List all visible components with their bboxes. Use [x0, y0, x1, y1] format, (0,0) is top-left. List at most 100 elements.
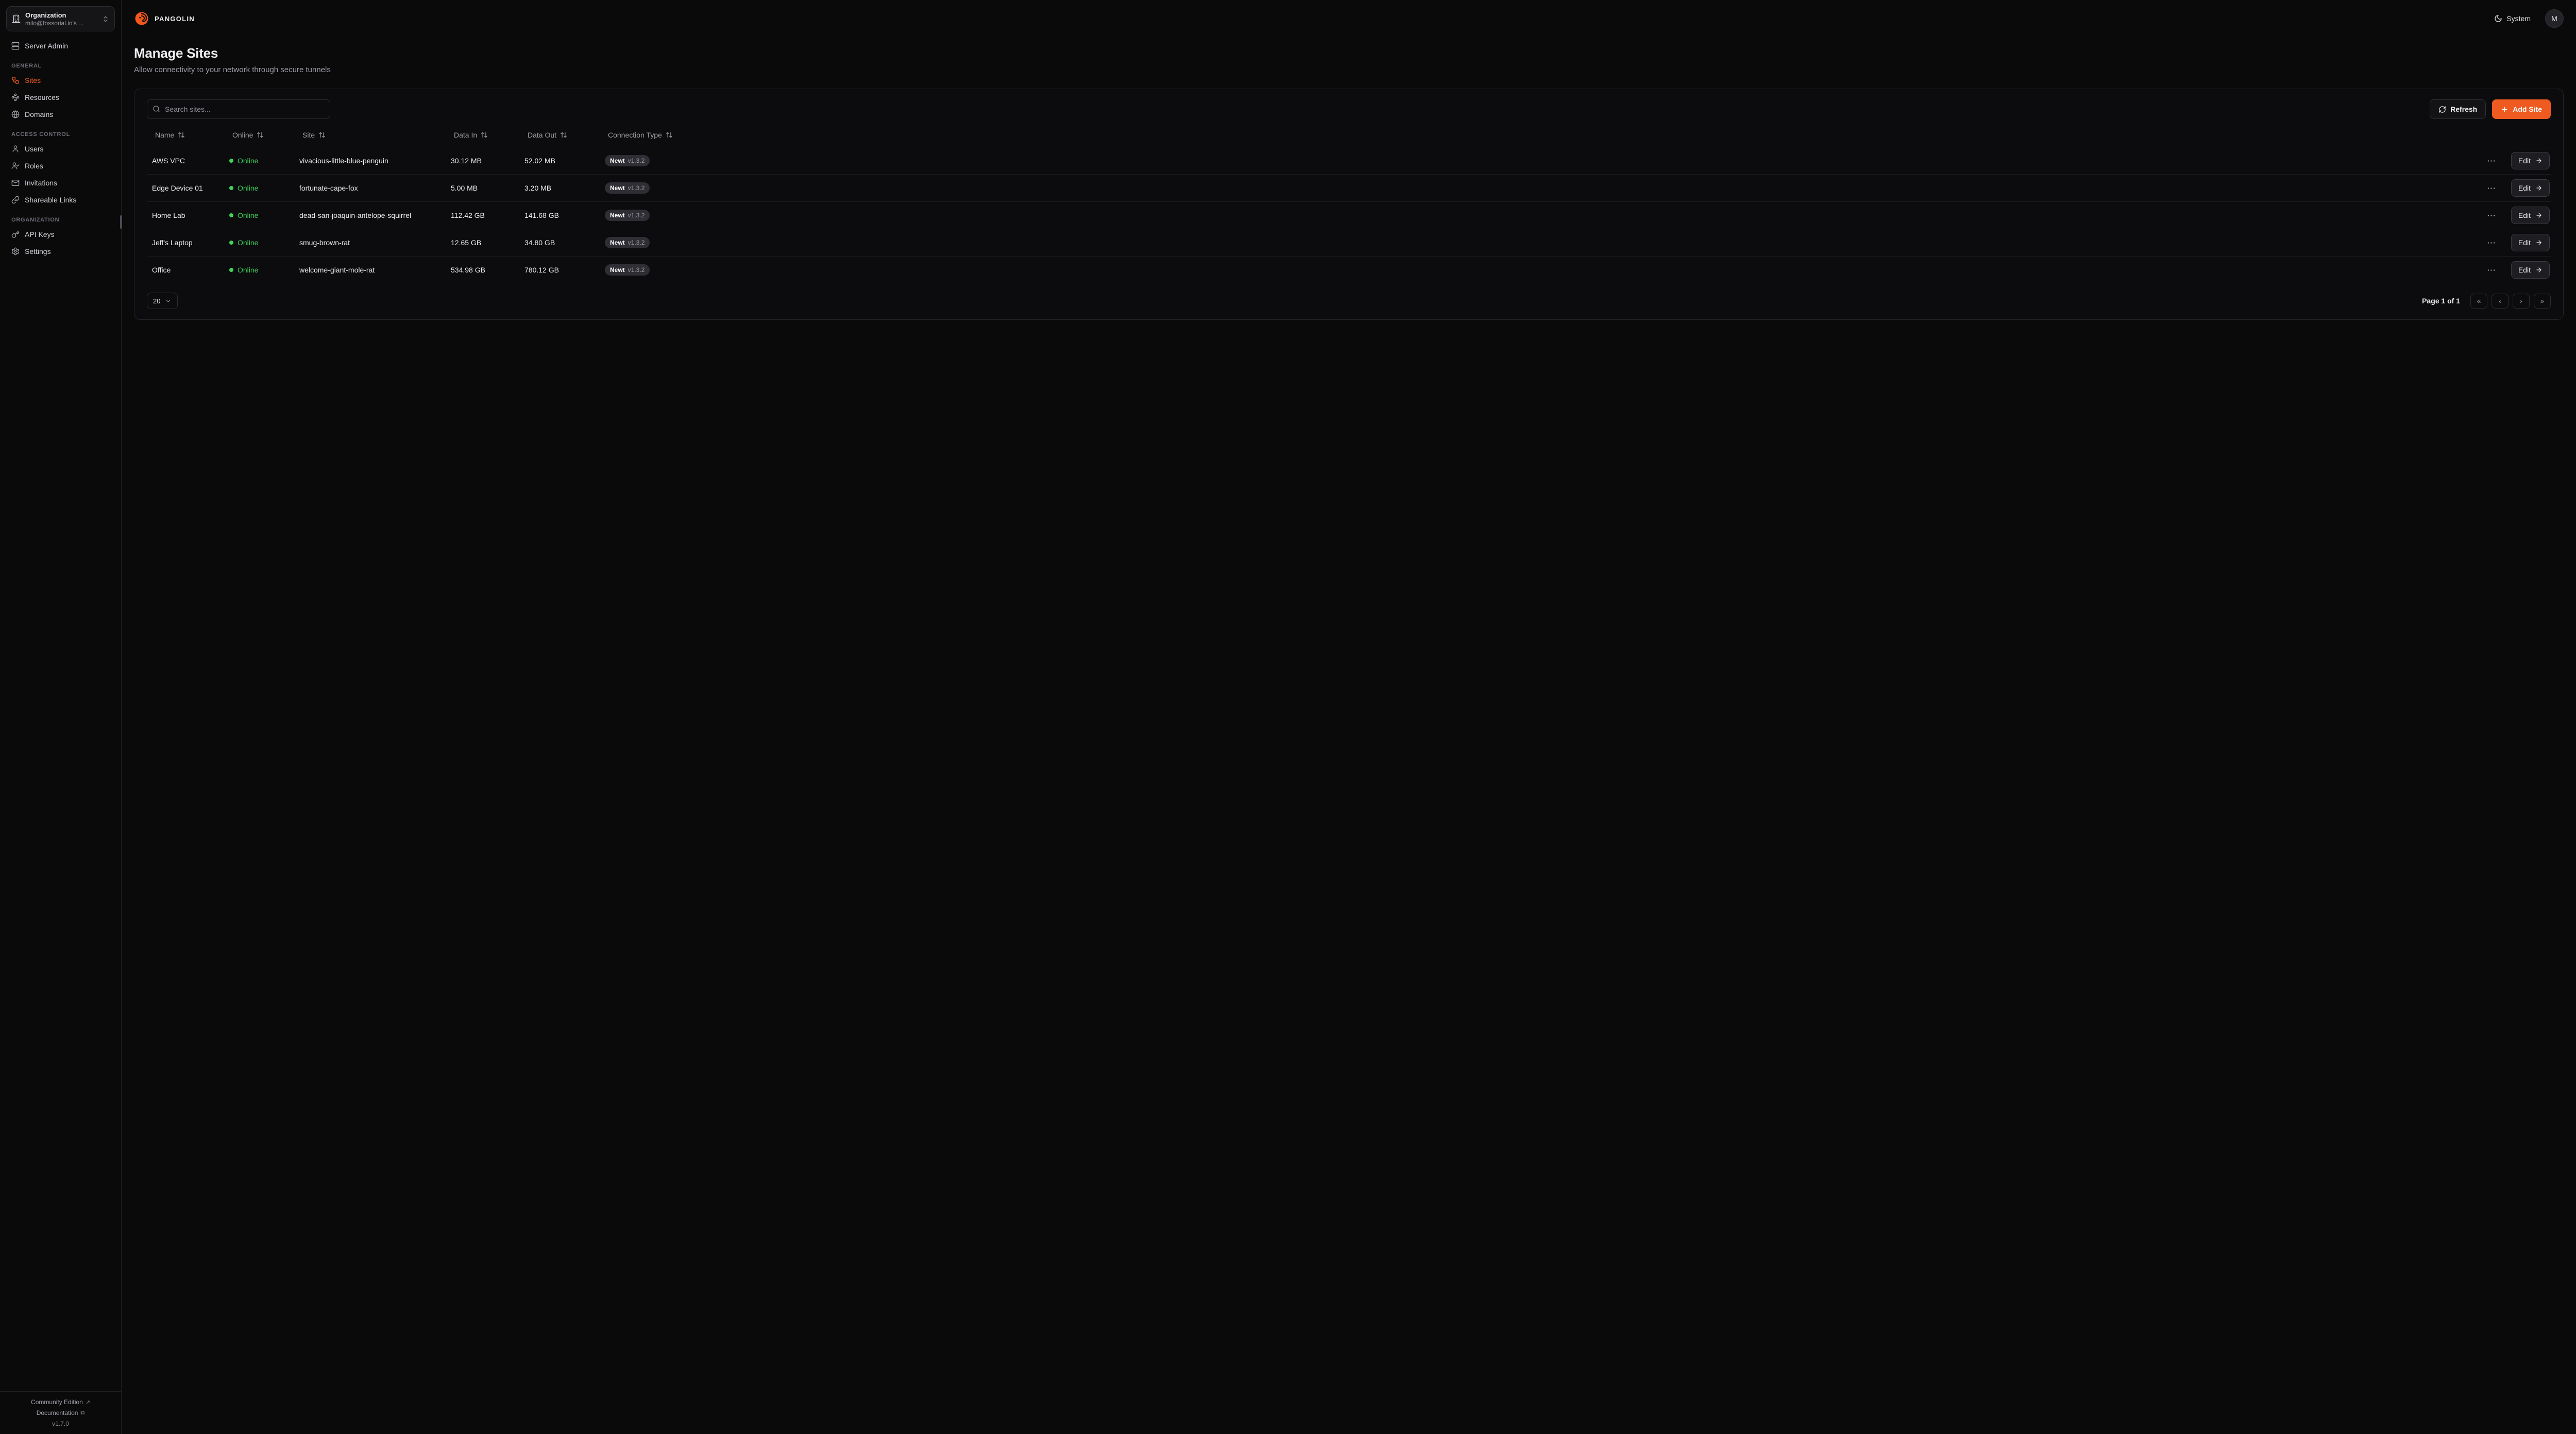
- cell-site: welcome-giant-mole-rat: [299, 266, 375, 274]
- column-header-data-in[interactable]: Data In: [446, 131, 519, 139]
- cell-actions: ⋯: [2479, 264, 2501, 277]
- cell-connection-type: Newt v1.3.2: [600, 237, 2479, 248]
- row-actions-button[interactable]: ⋯: [2484, 209, 2499, 222]
- sidebar-item-invitations[interactable]: Invitations: [6, 175, 115, 191]
- documentation-link[interactable]: Documentation ⧉: [37, 1409, 85, 1416]
- first-page-button[interactable]: «: [2470, 293, 2487, 309]
- connection-name: Newt: [610, 239, 625, 246]
- table-row: Jeff's Laptop Online smug-brown-rat 12.6…: [147, 229, 2551, 256]
- connection-name: Newt: [610, 157, 625, 164]
- search-input[interactable]: [147, 99, 330, 119]
- org-title: Organization: [25, 11, 66, 19]
- sidebar-item-shareable-links[interactable]: Shareable Links: [6, 192, 115, 208]
- cell-online: Online: [224, 266, 294, 274]
- sidebar-item-settings[interactable]: Settings: [6, 243, 115, 260]
- org-subtitle: milo@fossorial.io's ...: [25, 20, 84, 27]
- cell-online: Online: [224, 211, 294, 219]
- plus-icon: [2502, 107, 2507, 112]
- arrow-right-icon: [2536, 185, 2541, 191]
- sidebar-item-domains[interactable]: Domains: [6, 106, 115, 123]
- connection-version: v1.3.2: [628, 212, 645, 219]
- table-body: AWS VPC Online vivacious-little-blue-pen…: [147, 147, 2551, 283]
- column-header-name[interactable]: Name: [147, 131, 224, 139]
- cell-site: vivacious-little-blue-penguin: [299, 157, 388, 165]
- gear-icon: [12, 247, 19, 255]
- sidebar-item-api-keys[interactable]: API Keys: [6, 226, 115, 243]
- column-header-connection-type[interactable]: Connection Type: [600, 131, 2479, 139]
- sidebar-footer: Community Edition ↗ Documentation ⧉ v1.7…: [0, 1391, 121, 1434]
- community-edition-label: Community Edition: [31, 1398, 83, 1406]
- column-label: Connection Type: [608, 131, 662, 139]
- add-site-button[interactable]: Add Site: [2492, 99, 2551, 119]
- sidebar-item-label: Roles: [25, 162, 43, 170]
- table-row: Home Lab Online dead-san-joaquin-antelop…: [147, 201, 2551, 229]
- table-row: AWS VPC Online vivacious-little-blue-pen…: [147, 147, 2551, 174]
- sidebar-item-label: Invitations: [25, 179, 58, 187]
- online-label: Online: [238, 238, 259, 247]
- row-actions-button[interactable]: ⋯: [2484, 155, 2499, 167]
- row-actions-button[interactable]: ⋯: [2484, 236, 2499, 249]
- sites-icon: [12, 77, 19, 84]
- avatar[interactable]: M: [2545, 9, 2564, 28]
- globe-icon: [11, 110, 20, 118]
- sidebar-item-sites[interactable]: Sites: [6, 72, 115, 89]
- connection-type-badge: Newt v1.3.2: [605, 210, 650, 221]
- sort-icon: [257, 132, 264, 138]
- table-footer: 20 Page 1 of 1 « ‹ › »: [147, 293, 2551, 309]
- brand[interactable]: PANGOLIN: [134, 11, 195, 26]
- external-link-icon: ↗: [85, 1399, 90, 1406]
- refresh-button[interactable]: Refresh: [2430, 99, 2486, 119]
- link-icon: [11, 196, 20, 204]
- sidebar-item-label: Shareable Links: [25, 196, 77, 204]
- connection-version: v1.3.2: [628, 266, 645, 274]
- column-header-data-out[interactable]: Data Out: [519, 131, 600, 139]
- row-actions-button[interactable]: ⋯: [2484, 264, 2499, 277]
- cell-actions: ⋯: [2479, 236, 2501, 249]
- cell-data-in: 534.98 GB: [451, 266, 485, 274]
- add-site-label: Add Site: [2513, 105, 2542, 113]
- docs-icon: ⧉: [80, 1409, 85, 1416]
- cell-name: Edge Device 01: [152, 184, 203, 192]
- cell-actions: ⋯: [2479, 209, 2501, 222]
- row-actions-button[interactable]: ⋯: [2484, 182, 2499, 195]
- arrow-right-icon: [2536, 267, 2541, 272]
- online-label: Online: [238, 157, 259, 165]
- theme-selector-button[interactable]: System: [2491, 14, 2534, 23]
- column-header-site[interactable]: Site: [294, 131, 446, 139]
- edit-label: Edit: [2518, 238, 2531, 247]
- sidebar-item-roles[interactable]: Roles: [6, 158, 115, 174]
- cell-edit: Edit: [2501, 152, 2551, 169]
- sidebar-item-resources[interactable]: Resources: [6, 89, 115, 106]
- connection-version: v1.3.2: [628, 157, 645, 164]
- cell-name: Office: [152, 266, 171, 274]
- edit-button[interactable]: Edit: [2511, 152, 2550, 169]
- cell-data-out: 141.68 GB: [524, 211, 559, 219]
- online-label: Online: [238, 211, 259, 219]
- sidebar-item-label: Resources: [25, 93, 59, 101]
- edit-button[interactable]: Edit: [2511, 179, 2550, 197]
- cell-edit: Edit: [2501, 234, 2551, 251]
- sidebar-item-users[interactable]: Users: [6, 141, 115, 157]
- org-picker[interactable]: Organization milo@fossorial.io's ...: [6, 6, 115, 31]
- arrow-right-icon: [2536, 213, 2541, 218]
- edit-button[interactable]: Edit: [2511, 261, 2550, 279]
- sort-icon: [666, 132, 672, 138]
- edit-button[interactable]: Edit: [2511, 234, 2550, 251]
- sidebar-item-server-admin[interactable]: Server Admin: [6, 38, 115, 54]
- column-header-online[interactable]: Online: [224, 131, 294, 139]
- page-size-value: 20: [153, 297, 161, 305]
- last-page-button[interactable]: »: [2534, 293, 2551, 309]
- page-size-select[interactable]: 20: [147, 293, 178, 309]
- next-page-button[interactable]: ›: [2513, 293, 2530, 309]
- refresh-icon: [2439, 106, 2446, 113]
- cell-data-out: 3.20 MB: [524, 184, 552, 192]
- sort-icon: [481, 132, 487, 138]
- community-edition-link[interactable]: Community Edition ↗: [31, 1398, 90, 1406]
- avatar-initial: M: [2551, 14, 2557, 23]
- edit-button[interactable]: Edit: [2511, 207, 2550, 224]
- prev-page-button[interactable]: ‹: [2492, 293, 2509, 309]
- mail-icon: [11, 180, 20, 186]
- topbar-right: System M: [2491, 9, 2564, 28]
- sidebar-resize-handle[interactable]: [120, 215, 122, 229]
- cell-data-out: 34.80 GB: [524, 238, 555, 247]
